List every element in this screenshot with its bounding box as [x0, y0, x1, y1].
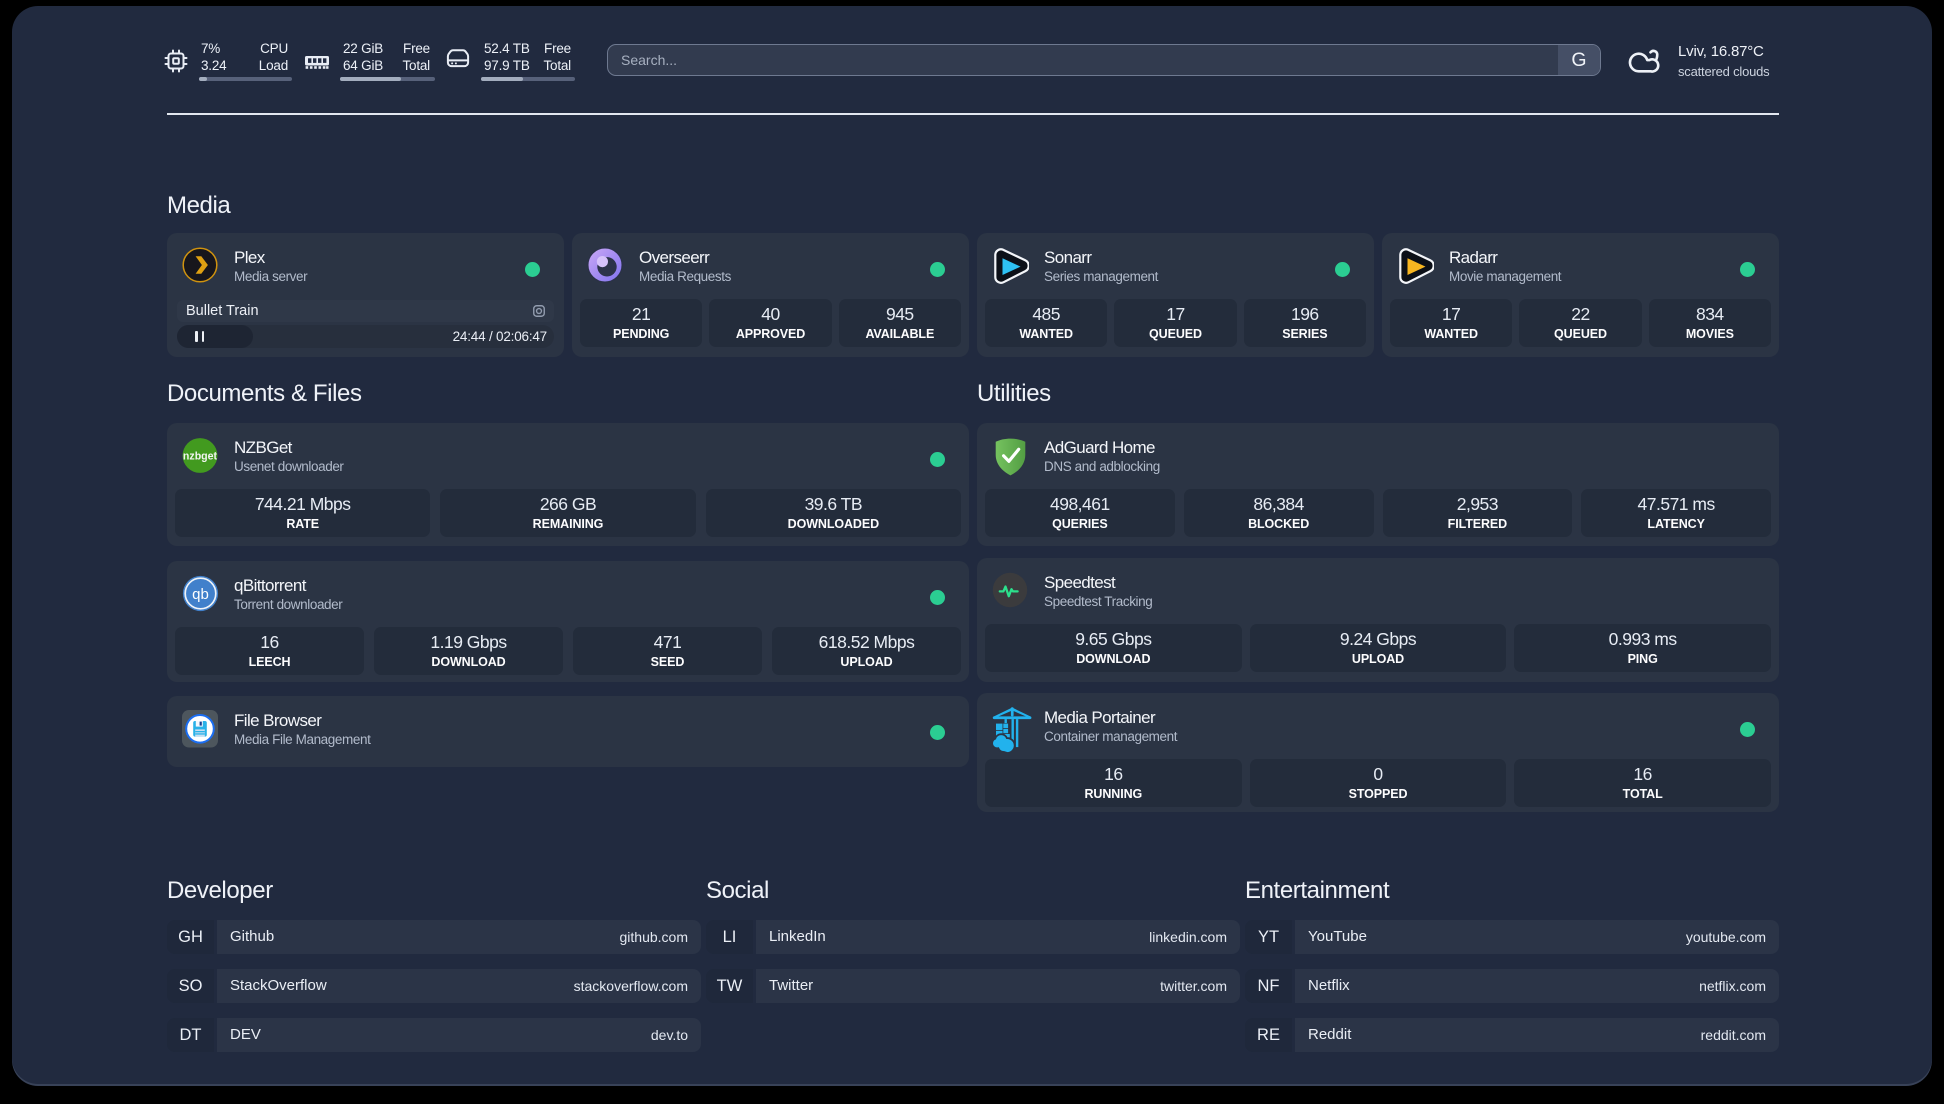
- svg-text:nzbget: nzbget: [183, 451, 218, 463]
- svg-text:qb: qb: [192, 586, 209, 603]
